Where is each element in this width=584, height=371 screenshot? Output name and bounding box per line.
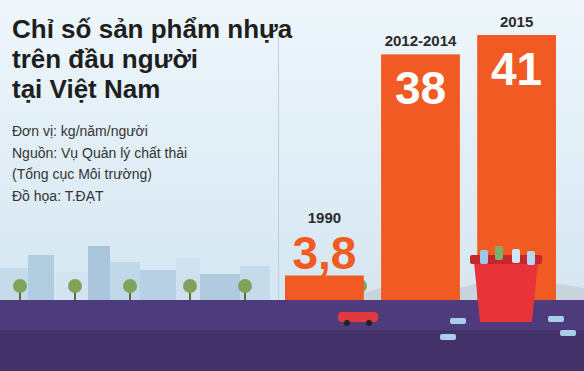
tree	[238, 279, 252, 293]
chart: 3,81990 38 2012-2014 41 2015 Chỉ số sản phẩm …	[0, 0, 584, 371]
y-axis-line	[278, 36, 279, 301]
annotation: Đơn vị: kg/năm/người	[12, 123, 148, 139]
category-label: 1990	[308, 209, 341, 226]
labels: 3,81990 38 2012-2014 41 2015	[292, 13, 542, 279]
data-label: 38	[395, 62, 446, 114]
bottle	[512, 249, 520, 263]
ground-shade	[0, 330, 584, 371]
title-line: Chỉ số sản phẩm nhựa	[12, 14, 293, 44]
car-wheel	[344, 320, 350, 326]
trash-bin	[474, 262, 538, 322]
category-label: 2012-2014	[385, 32, 457, 49]
bar	[381, 54, 460, 300]
annotation-line: Đồ họa: T.ĐẠT	[12, 188, 104, 204]
bottle	[527, 251, 535, 265]
building	[200, 274, 240, 300]
tree	[123, 279, 137, 293]
building	[110, 262, 140, 300]
data-label: 41	[491, 43, 542, 95]
car-wheel	[366, 320, 372, 326]
bars	[285, 35, 556, 300]
bottle	[480, 250, 488, 264]
tree	[68, 279, 82, 293]
building	[140, 270, 176, 300]
annotation-line: Đơn vị: kg/năm/người	[12, 123, 148, 139]
data-label: 3,8	[292, 227, 356, 279]
annotation-line: (Tổng cục Môi trường)	[12, 166, 152, 182]
building	[176, 258, 200, 300]
annotation: Đồ họa: T.ĐẠT	[12, 188, 104, 204]
tree	[13, 279, 27, 293]
bottle	[450, 318, 466, 324]
title: Chỉ số sản phẩm nhựatrên đầu ngườitại Vi…	[12, 14, 293, 104]
title-line: tại Việt Nam	[12, 74, 160, 104]
building	[0, 268, 30, 300]
bottle	[548, 316, 564, 322]
annotation-line: Nguồn: Vụ Quản lý chất thải	[12, 145, 187, 161]
bottle	[440, 334, 456, 340]
building	[28, 255, 54, 300]
bottle	[560, 330, 576, 336]
background	[0, 0, 584, 371]
category-label: 2015	[500, 13, 533, 30]
y-axis	[278, 36, 280, 301]
building	[56, 272, 90, 300]
title-line: trên đầu người	[12, 44, 198, 74]
bottle	[495, 246, 503, 260]
tree	[183, 279, 197, 293]
building	[88, 246, 110, 300]
car	[338, 312, 378, 322]
annotation: Nguồn: Vụ Quản lý chất thải (Tổng cục Môi…	[12, 145, 187, 182]
